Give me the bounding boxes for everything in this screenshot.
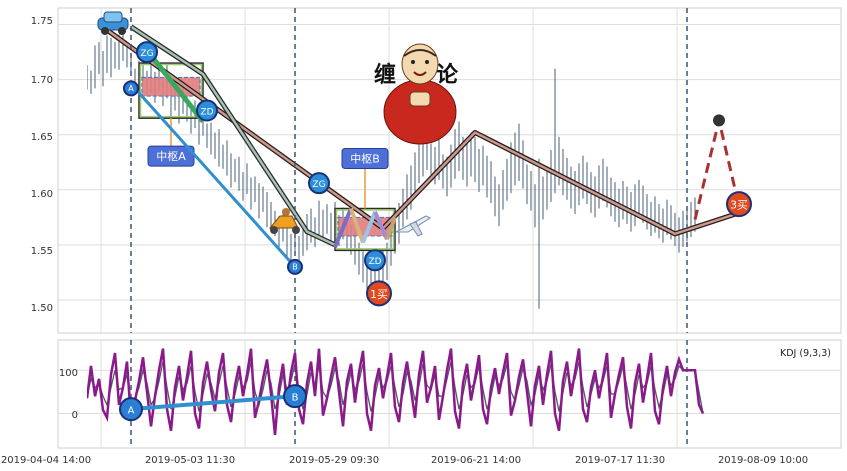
pivot-zone-core — [141, 76, 201, 97]
forecast-peak-dot — [713, 114, 725, 127]
zone-b-zigzag-segment — [373, 211, 389, 241]
buy-point-marker-label: 1买 — [370, 288, 388, 301]
vertical-markers — [130, 8, 688, 448]
chart-title-right-char: 论 — [436, 62, 459, 88]
pivot-zone-inner-frame — [139, 63, 203, 118]
zone-marker-label: ZD — [368, 257, 381, 267]
price-y-tick-label: 1.60 — [31, 189, 53, 200]
zone-b-zigzag-segment — [385, 216, 397, 241]
price-y-tick-label: 1.75 — [31, 16, 53, 27]
price-y-tick-label: 1.65 — [31, 132, 53, 143]
kdj-ab-segment — [130, 394, 296, 412]
buy-point-marker-circle — [366, 280, 392, 307]
point-markers: ZG A ZD ZG B ZD 1买 3买 A B — [119, 41, 752, 422]
x-tick-label: 2019-05-29 09:30 — [289, 455, 379, 466]
zone-b-zigzag-segment — [349, 207, 365, 244]
x-tick-label: 2019-07-17 11:30 — [575, 455, 665, 466]
pivot-zones: 中枢A 中枢B — [138, 62, 396, 252]
kdj-lines — [87, 348, 705, 436]
chan-title-figure: 缠 论 — [374, 43, 459, 145]
stroke-line-swing — [149, 53, 205, 124]
stroke-line-main — [106, 29, 740, 236]
kdj-y-tick-label: 0 — [72, 410, 78, 421]
stroke-line-upper — [130, 25, 336, 246]
zone-marker-circle — [196, 99, 218, 122]
kdj-point-marker-label: B — [292, 392, 299, 403]
buy-point-marker-circle — [726, 191, 752, 218]
zone-marker-label: ZG — [140, 49, 153, 59]
zone-marker-label: ZG — [312, 180, 325, 190]
buy-point-marker-label: 3买 — [730, 199, 748, 212]
stroke-line-lower — [129, 83, 297, 268]
x-tick-label: 2019-08-09 10:00 — [718, 455, 808, 466]
kdj-y-tick-label: 100 — [59, 368, 78, 379]
price-y-tick-label: 1.50 — [31, 303, 53, 314]
price-y-tick-label: 1.55 — [31, 246, 53, 257]
price-y-tick-label: 1.70 — [31, 75, 53, 86]
kdj-point-marker-label: A — [128, 405, 135, 416]
pivot-zone-inner-frame — [335, 209, 395, 250]
airplane-icon — [395, 215, 432, 237]
kdj-point-marker-circle — [283, 384, 307, 409]
chart-title-left-char: 缠 — [374, 62, 396, 88]
kdj-point-marker-circle — [119, 397, 143, 422]
zone-marker-circle — [308, 172, 330, 195]
zone-marker-circle — [136, 41, 158, 64]
stroke-lines — [105, 24, 741, 268]
kdj-j-line — [87, 348, 705, 436]
monk-icon — [383, 43, 457, 145]
kdj-title: KDJ (9,3,3) — [780, 348, 831, 359]
x-tick-label: 2019-04-04 14:00 — [1, 455, 91, 466]
pivot-zone-label-box — [341, 148, 389, 170]
car-icon — [97, 11, 129, 35]
zone-b-zigzag-segment — [361, 211, 377, 244]
kdj-y-axis: 100 0 — [59, 368, 78, 421]
pivot-zone-label: 中枢A — [156, 149, 186, 163]
x-tick-label: 2019-05-03 11:30 — [145, 455, 235, 466]
point-marker-circle — [123, 80, 139, 97]
x-axis: 2019-04-04 14:00 2019-05-03 11:30 2019-0… — [1, 455, 808, 466]
point-marker-label: A — [128, 84, 134, 93]
point-marker-label: B — [292, 263, 298, 272]
x-tick-label: 2019-06-21 14:00 — [431, 455, 521, 466]
zone-marker-circle — [364, 249, 386, 272]
point-marker-circle — [287, 258, 303, 275]
zone-b-zigzag-segment — [333, 207, 353, 248]
pivot-zone-label: 中枢B — [350, 152, 380, 166]
price-y-axis: 1.75 1.70 1.65 1.60 1.55 1.50 — [31, 16, 53, 314]
zone-marker-label: ZD — [200, 107, 213, 117]
scooter-icon — [268, 208, 300, 234]
